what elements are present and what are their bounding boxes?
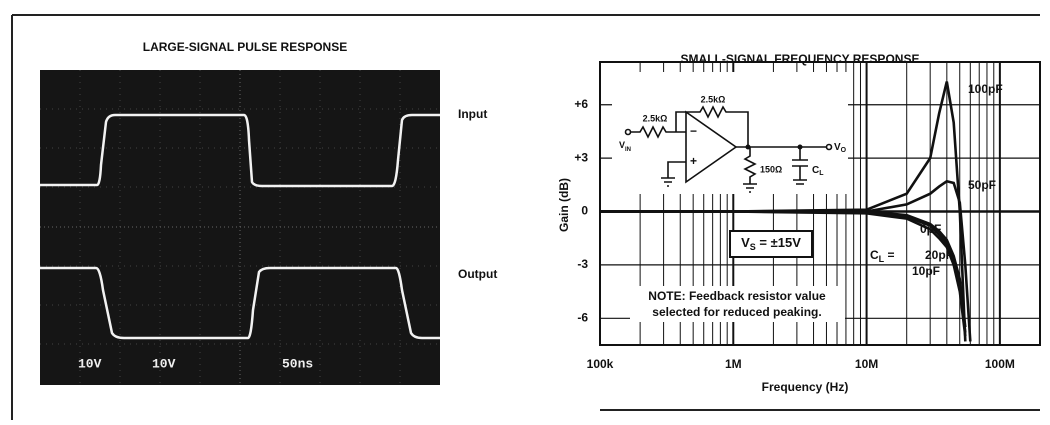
circuit-node <box>745 144 751 150</box>
chart-title: SMALL-SIGNAL FREQUENCY RESPONSE <box>681 52 920 66</box>
circuit: − + 2.5kΩ 2.5kΩ 150Ω VIN VO CL <box>612 72 848 194</box>
series-label: 100pF <box>968 82 1003 96</box>
y-tick-label: 0 <box>581 204 588 218</box>
y-tick-label: +6 <box>574 97 588 111</box>
circuit-label: 2.5kΩ <box>643 113 668 123</box>
plot-border <box>599 61 1041 346</box>
label-part: L <box>879 254 885 264</box>
x-tick-label: 100k <box>587 357 614 371</box>
trace-label: Output <box>458 267 497 281</box>
supply-note: VS = ±15V <box>741 235 801 252</box>
series-label: 0pF <box>920 222 941 236</box>
overlay: − + 2.5kΩ 2.5kΩ 150Ω VIN VO CL VS = ±15V… <box>612 72 848 322</box>
circuit-label: 2.5kΩ <box>701 94 726 104</box>
gain-curve <box>600 210 967 333</box>
output-trace <box>40 266 440 340</box>
x-tick-label: 10M <box>855 357 878 371</box>
label-part: = <box>884 248 894 262</box>
series-label-prefix: CL = <box>870 248 895 264</box>
scope-scale-label: 50ns <box>282 356 313 371</box>
scope-scale-label: 10V <box>78 356 102 371</box>
circuit-label: 150Ω <box>760 164 782 174</box>
trace-label: Input <box>458 107 487 121</box>
x-tick-label: 1M <box>725 357 742 371</box>
op-amp-sign: + <box>690 154 697 168</box>
scope-scale-label: 10V <box>152 356 176 371</box>
x-tick-label: 100M <box>985 357 1015 371</box>
supply-box <box>729 230 813 258</box>
series-label: 10pF <box>912 264 940 278</box>
circuit-drawing <box>624 105 833 193</box>
label-part: C <box>870 248 879 262</box>
scope: 10V 10V 50ns <box>40 70 440 385</box>
frame <box>11 14 1040 420</box>
y-tick-label: -6 <box>577 310 588 324</box>
scope-title: LARGE-SIGNAL PULSE RESPONSE <box>143 40 347 54</box>
note-line: selected for reduced peaking. <box>652 305 821 319</box>
input-trace <box>40 113 440 188</box>
circuit-node <box>797 144 803 150</box>
series-label: 20pF <box>925 248 953 262</box>
op-amp-sign: − <box>690 124 697 138</box>
series-label: 50pF <box>968 178 996 192</box>
y-tick-label: -3 <box>577 257 588 271</box>
scope-center-axes <box>40 70 440 385</box>
y-tick-label: +3 <box>574 150 588 164</box>
circuit-label: VIN <box>619 140 631 152</box>
note-background <box>630 286 845 322</box>
x-axis-label: Frequency (Hz) <box>762 380 849 394</box>
circuit-label: CL <box>812 165 824 177</box>
circuit-label: VO <box>834 142 847 154</box>
y-axis-label: Gain (dB) <box>557 178 571 232</box>
circuit-background <box>612 72 848 194</box>
note-line: NOTE: Feedback resistor value <box>648 289 826 303</box>
